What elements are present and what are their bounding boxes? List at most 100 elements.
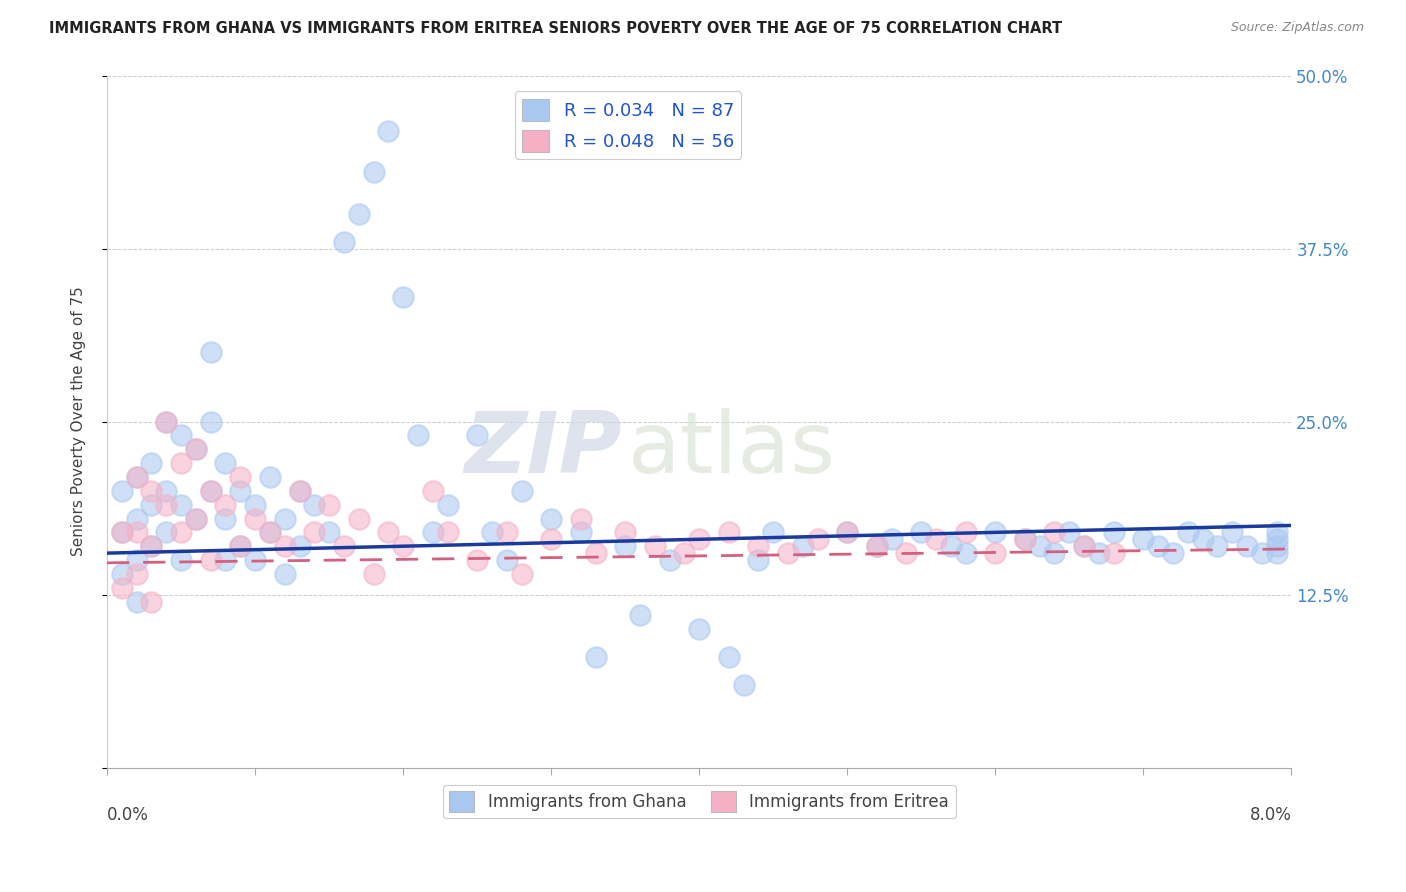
Point (465, 553, 488, 567)
Point (837, 525, 859, 540)
Point (1043, 546, 1066, 560)
Point (141, 539, 163, 553)
Point (259, 525, 281, 540)
Point (243, 498, 266, 512)
Point (585, 546, 607, 560)
Text: 0.0%: 0.0% (107, 805, 149, 824)
Point (792, 539, 814, 553)
Point (1236, 539, 1258, 553)
Point (1265, 533, 1288, 547)
Point (111, 581, 134, 595)
Point (1102, 546, 1125, 560)
Point (717, 525, 740, 540)
Point (125, 525, 148, 540)
Text: 8.0%: 8.0% (1250, 805, 1291, 824)
Point (184, 511, 207, 525)
Point (880, 533, 903, 547)
Point (363, 165, 385, 179)
Y-axis label: Seniors Poverty Over the Age of 75: Seniors Poverty Over the Age of 75 (72, 286, 86, 557)
Point (111, 483, 134, 498)
Point (733, 678, 755, 692)
Point (1073, 539, 1095, 553)
Point (1250, 546, 1272, 560)
Point (214, 498, 236, 512)
Point (125, 470, 148, 484)
Point (111, 566, 134, 581)
Point (614, 539, 637, 553)
Point (259, 470, 281, 484)
Point (155, 525, 177, 540)
Point (155, 483, 177, 498)
Point (273, 539, 295, 553)
Point (155, 415, 177, 429)
Point (125, 553, 148, 567)
Point (288, 539, 311, 553)
Point (155, 498, 177, 512)
Point (229, 470, 252, 484)
Point (214, 553, 236, 567)
Point (141, 456, 163, 470)
Point (896, 546, 918, 560)
Point (688, 622, 710, 636)
Point (955, 546, 977, 560)
Point (436, 525, 458, 540)
Point (866, 539, 889, 553)
Point (1043, 525, 1066, 540)
Point (585, 649, 607, 664)
Point (392, 539, 415, 553)
Point (229, 539, 252, 553)
Point (184, 442, 207, 457)
Point (939, 539, 962, 553)
Point (1088, 546, 1111, 560)
Point (377, 525, 399, 540)
Point (288, 483, 311, 498)
Point (465, 428, 488, 442)
Point (1265, 525, 1288, 540)
Point (436, 498, 458, 512)
Point (1073, 539, 1095, 553)
Point (363, 566, 385, 581)
Point (243, 553, 266, 567)
Point (422, 483, 444, 498)
Point (955, 525, 977, 540)
Point (1028, 539, 1050, 553)
Point (141, 498, 163, 512)
Point (141, 539, 163, 553)
Point (347, 207, 370, 221)
Point (495, 553, 517, 567)
Point (170, 498, 193, 512)
Point (214, 511, 236, 525)
Point (333, 539, 356, 553)
Point (184, 442, 207, 457)
Point (200, 483, 222, 498)
Point (259, 525, 281, 540)
Point (510, 566, 533, 581)
Text: atlas: atlas (628, 408, 837, 491)
Legend: Immigrants from Ghana, Immigrants from Eritrea: Immigrants from Ghana, Immigrants from E… (443, 785, 956, 818)
Point (170, 428, 193, 442)
Point (673, 546, 696, 560)
Point (155, 415, 177, 429)
Point (200, 553, 222, 567)
Point (141, 483, 163, 498)
Point (125, 594, 148, 608)
Point (406, 428, 429, 442)
Text: ZIP: ZIP (464, 408, 623, 491)
Point (628, 608, 651, 623)
Point (644, 539, 666, 553)
Point (1206, 539, 1229, 553)
Point (837, 525, 859, 540)
Point (688, 533, 710, 547)
Point (200, 415, 222, 429)
Point (141, 594, 163, 608)
Point (422, 525, 444, 540)
Point (318, 525, 340, 540)
Point (984, 546, 1007, 560)
Text: Source: ZipAtlas.com: Source: ZipAtlas.com (1230, 21, 1364, 34)
Point (200, 345, 222, 359)
Point (776, 546, 799, 560)
Point (288, 483, 311, 498)
Point (866, 539, 889, 553)
Point (540, 533, 562, 547)
Point (318, 498, 340, 512)
